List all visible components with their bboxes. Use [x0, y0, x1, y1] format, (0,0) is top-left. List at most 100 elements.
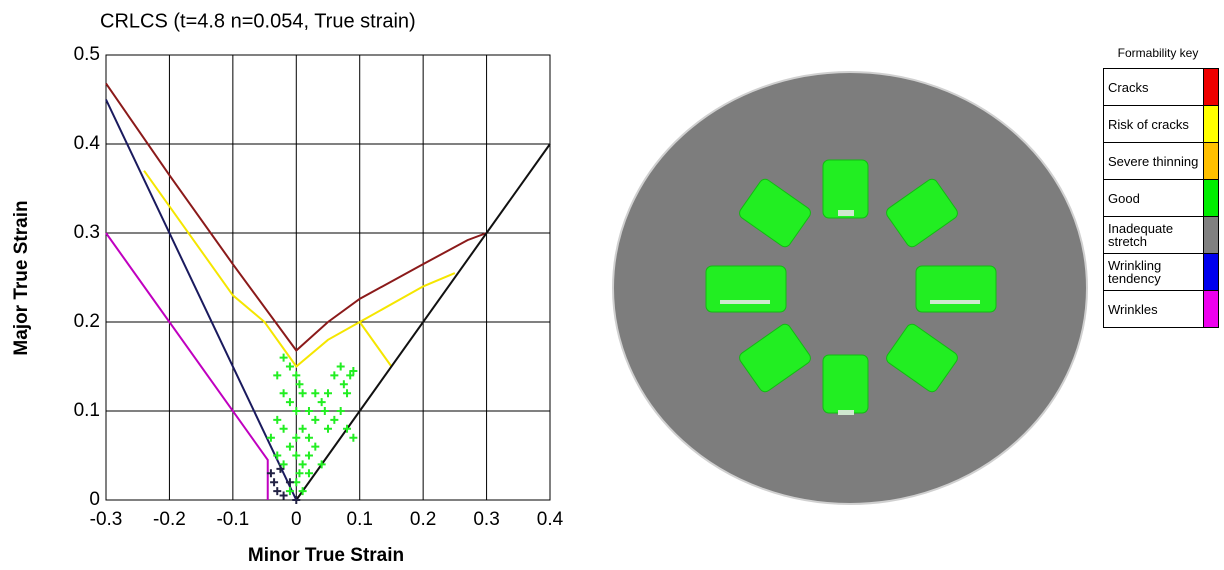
strain-point	[266, 433, 275, 442]
strain-point	[285, 362, 294, 371]
strain-point	[279, 460, 288, 469]
strain-point	[298, 424, 307, 433]
strain-point	[311, 415, 320, 424]
part-block	[915, 265, 997, 313]
x-tick-label: 0.1	[347, 509, 373, 530]
strain-point	[276, 464, 285, 473]
strain-point	[285, 442, 294, 451]
limit-curve	[105, 232, 269, 500]
strain-point	[279, 353, 288, 362]
key-row: Good	[1103, 179, 1220, 217]
x-tick-label: -0.1	[216, 509, 249, 530]
strain-point	[270, 478, 279, 487]
strain-point	[324, 389, 332, 398]
key-row: Cracks	[1103, 68, 1220, 106]
key-row: Wrinkles	[1103, 290, 1220, 328]
chart-title: CRLCS (t=4.8 n=0.054, True strain)	[100, 10, 416, 32]
strain-point	[285, 487, 294, 496]
blank-disk	[612, 71, 1088, 505]
y-tick-label: 0.4	[74, 133, 101, 154]
strain-point	[304, 451, 313, 460]
key-row: Wrinkling tendency	[1103, 253, 1220, 291]
strain-point	[273, 371, 282, 380]
x-tick-label: 0.4	[537, 509, 564, 530]
strain-point	[304, 407, 313, 415]
y-axis-label: Major True Strain	[11, 200, 32, 355]
limit-curve	[105, 99, 298, 501]
strain-point	[349, 366, 358, 375]
strain-point	[343, 389, 352, 398]
key-swatch	[1203, 105, 1220, 143]
part-block	[886, 178, 958, 248]
strain-point	[292, 407, 301, 415]
strain-point	[304, 433, 313, 442]
x-tick-label: 0.3	[473, 509, 499, 530]
x-tick-label: 0.2	[410, 509, 436, 530]
formability-key: Formability key Cracks Risk of cracks Seve…	[1096, 46, 1220, 328]
y-tick-label: 0	[89, 489, 100, 510]
chart: CRLCS (t=4.8 n=0.054, True strain) Minor…	[11, 10, 1088, 566]
x-axis-label: Minor True Strain	[248, 545, 404, 566]
strain-point	[343, 424, 352, 433]
limit-curve	[295, 143, 551, 501]
y-tick-label: 0.2	[74, 311, 100, 332]
part-block	[822, 159, 869, 219]
strain-point	[330, 371, 339, 380]
strain-point	[317, 460, 326, 469]
key-label: Good	[1103, 179, 1204, 217]
strain-point	[292, 451, 301, 460]
strain-point	[285, 478, 294, 487]
part-block	[822, 354, 869, 414]
strain-point	[298, 389, 307, 398]
key-label: Inadequate stretch	[1103, 216, 1204, 254]
key-row: Severe thinning	[1103, 142, 1220, 180]
key-label: Wrinkles	[1103, 290, 1204, 328]
strain-point	[279, 491, 288, 500]
strain-point	[311, 442, 320, 451]
key-swatch	[1203, 179, 1220, 217]
strain-point	[295, 469, 304, 478]
key-label: Wrinkling tendency	[1103, 253, 1204, 291]
part-block	[739, 323, 811, 393]
strain-point	[330, 415, 339, 424]
key-row: Inadequate stretch	[1103, 216, 1220, 254]
part-block	[739, 178, 811, 248]
key-row: Risk of cracks	[1103, 105, 1220, 143]
key-title: Formability key	[1117, 46, 1199, 60]
strain-point	[298, 460, 307, 469]
strain-point	[273, 415, 282, 424]
strain-point	[324, 424, 332, 433]
strain-point	[273, 487, 282, 496]
strain-point	[336, 407, 345, 415]
part-block	[886, 323, 958, 393]
strain-point	[266, 469, 275, 478]
strain-point	[295, 380, 304, 389]
part-block	[705, 265, 787, 313]
strain-point	[292, 496, 301, 504]
strain-point	[279, 424, 288, 433]
x-tick-label: 0	[291, 509, 302, 530]
key-swatch	[1203, 68, 1220, 106]
limit-curve	[358, 321, 393, 368]
strain-point	[292, 433, 301, 442]
key-label: Severe thinning	[1103, 142, 1204, 180]
key-swatch	[1203, 253, 1220, 291]
y-tick-label: 0.3	[74, 222, 100, 243]
key-swatch	[1203, 216, 1220, 254]
strain-point	[298, 487, 307, 496]
highlight	[838, 410, 854, 415]
key-table: Cracks Risk of cracks Severe thinning Good I…	[1103, 68, 1220, 328]
y-tick-label: 0.1	[74, 400, 100, 421]
strain-point	[320, 407, 329, 415]
simulation-view	[612, 71, 1088, 505]
strain-point	[349, 433, 358, 442]
highlight	[930, 300, 980, 304]
y-tick-label: 0.5	[74, 44, 100, 65]
strain-point	[346, 371, 355, 380]
x-tick-label: -0.3	[90, 509, 123, 530]
limit-curve	[105, 82, 487, 352]
x-tick-label: -0.2	[153, 509, 186, 530]
plot-area	[105, 54, 551, 501]
strain-point	[292, 371, 301, 380]
